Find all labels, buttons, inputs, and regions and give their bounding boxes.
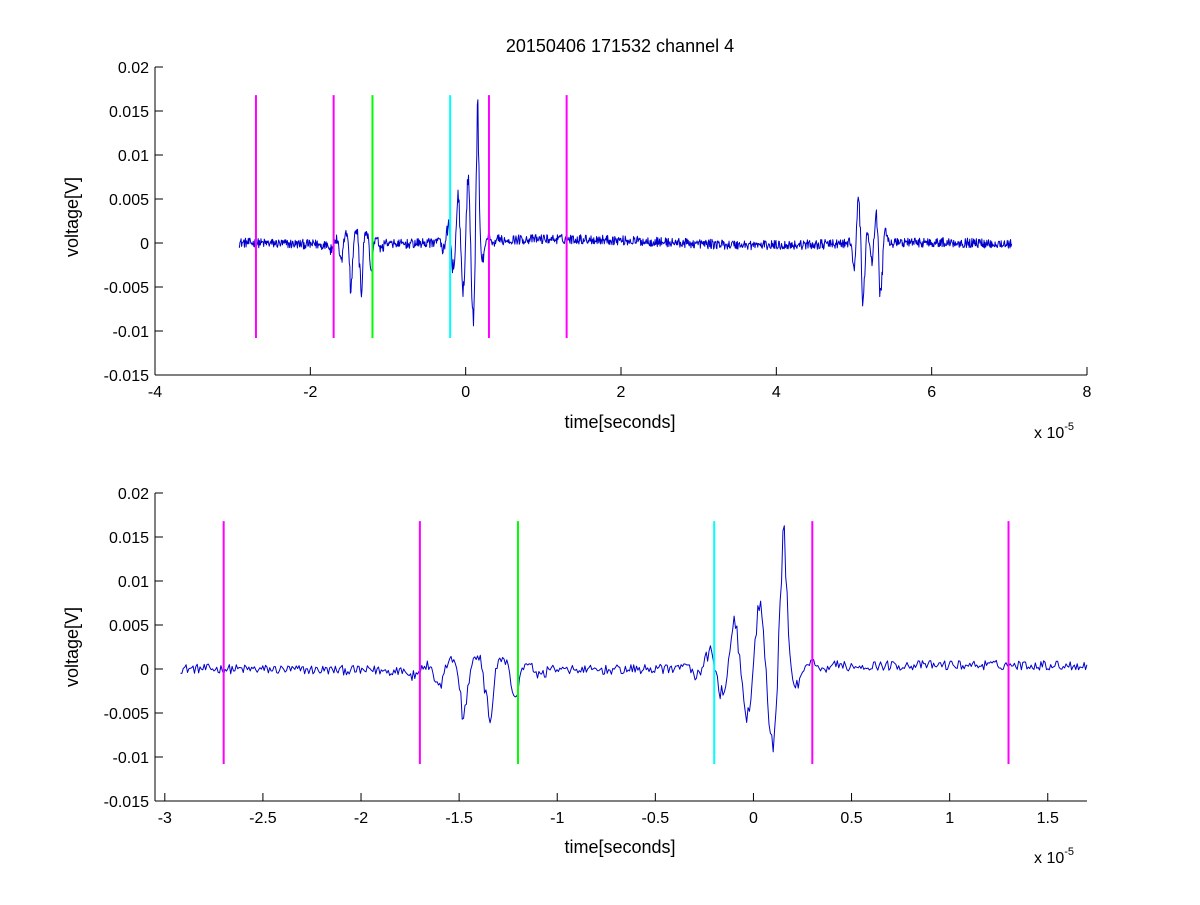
bottom-x-tick-label: 0.5 <box>840 810 862 827</box>
top-y-tick-label: 0.02 <box>118 60 149 77</box>
bottom-plot-area: -3 -2.5 -2 -1.5 -1 -0.5 0 0.5 1 1.5 -0.015 -0.01 -0.… <box>104 486 1088 827</box>
top-x-tick-label: 8 <box>1083 384 1092 401</box>
top-signal-series-line <box>238 99 1013 327</box>
bottom-x-tick-label: -2.5 <box>249 810 277 827</box>
top-plot-panel: 20150406 171532 channel 4 -4 -2 0 2 4 6 8 -0.01… <box>62 36 1092 442</box>
top-y-tick-label: -0.005 <box>104 280 149 297</box>
top-x-tick-label: 6 <box>927 384 936 401</box>
bottom-y-tick-label: -0.01 <box>113 750 150 767</box>
top-y-tick-label: 0 <box>140 236 149 253</box>
top-x-tick-label: 2 <box>617 384 626 401</box>
bottom-y-tick-label: 0 <box>140 662 149 679</box>
top-y-tick-label: 0.01 <box>118 148 149 165</box>
bottom-y-tick-label: 0.015 <box>109 530 149 547</box>
bottom-x-multiplier-base: x 10 <box>1034 850 1064 867</box>
top-x-tick-label: 0 <box>461 384 470 401</box>
bottom-x-tick-label: -1.5 <box>445 810 473 827</box>
bottom-x-tick-label: 1 <box>945 810 954 827</box>
bottom-x-multiplier-exponent: -5 <box>1064 846 1074 858</box>
top-x-multiplier-exponent: -5 <box>1064 421 1074 433</box>
top-y-tick-label: 0.015 <box>109 104 149 121</box>
top-x-multiplier-base: x 10 <box>1034 425 1064 442</box>
top-x-tick-label: -2 <box>303 384 317 401</box>
bottom-plot-panel: -3 -2.5 -2 -1.5 -1 -0.5 0 0.5 1 1.5 -0.015 -0.01 -0.… <box>62 486 1088 867</box>
top-plot-title: 20150406 171532 channel 4 <box>506 36 734 56</box>
bottom-x-tick-label: -3 <box>158 810 172 827</box>
bottom-y-tick-label: 0.01 <box>118 574 149 591</box>
top-plot-area: -4 -2 0 2 4 6 8 -0.015 -0.01 -0.005 0 0.005 0.01 0.01… <box>104 60 1092 401</box>
bottom-x-tick-label: -0.5 <box>642 810 670 827</box>
bottom-y-axis-label: voltage[V] <box>62 607 82 687</box>
bottom-x-tick-label: 0 <box>749 810 758 827</box>
top-x-axis-label: time[seconds] <box>564 412 675 432</box>
bottom-x-tick-label: 1.5 <box>1037 810 1059 827</box>
bottom-y-tick-label: 0.02 <box>118 486 149 503</box>
top-y-axis-label: voltage[V] <box>62 177 82 257</box>
bottom-x-tick-label: -1 <box>550 810 564 827</box>
bottom-x-axis-label: time[seconds] <box>564 837 675 857</box>
bottom-y-tick-label: 0.005 <box>109 618 149 635</box>
top-y-tick-label: -0.01 <box>113 324 150 341</box>
top-x-tick-label: 4 <box>772 384 781 401</box>
bottom-x-tick-label: -2 <box>354 810 368 827</box>
top-x-tick-label: -4 <box>148 384 162 401</box>
bottom-y-tick-label: -0.015 <box>104 794 149 811</box>
bottom-y-tick-label: -0.005 <box>104 706 149 723</box>
bottom-signal-series-line <box>180 525 1088 753</box>
top-x-multiplier: x 10-5 <box>1034 421 1074 442</box>
top-y-tick-label: -0.015 <box>104 368 149 385</box>
bottom-x-multiplier: x 10-5 <box>1034 846 1074 867</box>
top-y-tick-label: 0.005 <box>109 192 149 209</box>
